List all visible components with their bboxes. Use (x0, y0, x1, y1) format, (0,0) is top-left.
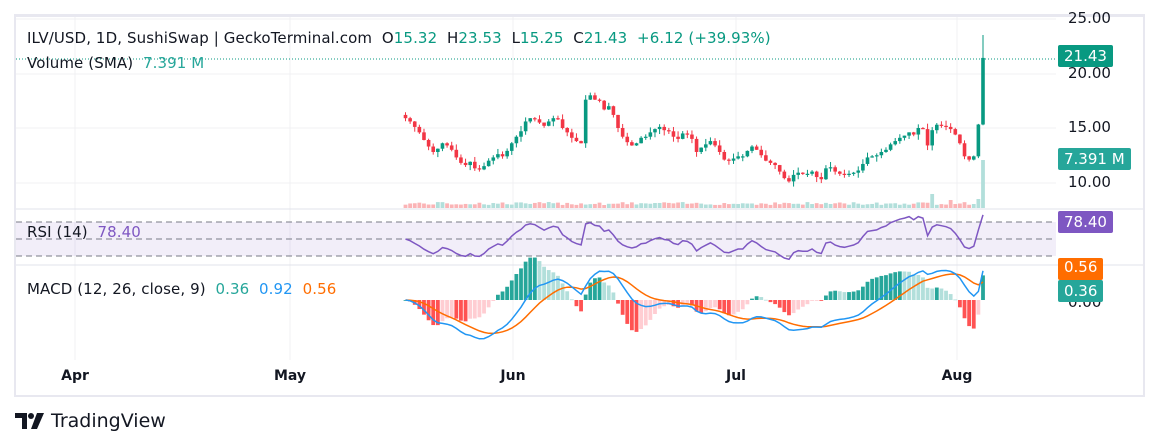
tradingview-logo[interactable]: TradingView (15, 410, 166, 432)
macd-label: MACD (12, 26, close, 9) (27, 280, 206, 298)
change-value: +6.12 (+39.93%) (637, 29, 771, 47)
macd-histogram (403, 257, 985, 332)
macd-legend[interactable]: MACD (12, 26, close, 9) 0.36 0.92 0.56 (27, 280, 336, 298)
signal-badge: 0.56 (1058, 258, 1104, 280)
rsi-badge: 78.40 (1058, 211, 1113, 233)
time-label-aug: Aug (941, 368, 973, 384)
price-tick: 25.00 (1068, 9, 1111, 27)
rsi-legend[interactable]: RSI (14) 78.40 (27, 223, 141, 241)
signal-line (405, 273, 984, 335)
time-label-jul: Jul (726, 368, 746, 384)
macd-hist-value: 0.36 (215, 280, 250, 298)
high-value: 23.53 (458, 29, 502, 47)
chart-frame (14, 14, 1145, 397)
macd-signal-value: 0.56 (302, 280, 337, 298)
rsi-label: RSI (14) (27, 223, 88, 241)
close-value: 21.43 (583, 29, 628, 47)
macd-line (405, 269, 984, 340)
candlesticks (403, 35, 985, 187)
symbol-legend: ILV/USD, 1D, SushiSwap | GeckoTerminal.c… (27, 29, 771, 47)
price-tick: 20.00 (1068, 64, 1111, 82)
volume-badge: 7.391 M (1058, 148, 1131, 170)
price-tick: 10.00 (1068, 173, 1111, 191)
time-label-apr: Apr (61, 368, 89, 384)
macd-value: 0.92 (259, 280, 293, 298)
brand-name: TradingView (51, 410, 166, 432)
symbol-title: ILV/USD, 1D, SushiSwap | GeckoTerminal.c… (27, 29, 373, 47)
volume-bars (403, 160, 985, 208)
rsi-line (405, 214, 984, 261)
time-label-may: May (273, 368, 307, 384)
rsi-value: 78.40 (97, 223, 141, 241)
volume-value: 7.391 M (142, 54, 205, 72)
hist-badge: 0.36 (1058, 280, 1104, 302)
open-value: 15.32 (393, 29, 438, 47)
volume-legend[interactable]: Volume (SMA) 7.391 M (27, 54, 204, 72)
low-value: 15.25 (520, 29, 564, 47)
volume-label: Volume (SMA) (27, 54, 134, 72)
time-label-jun: Jun (500, 368, 526, 384)
last-price-badge: 21.43 (1058, 45, 1113, 67)
tradingview-logo-icon (15, 413, 44, 429)
price-tick: 15.00 (1068, 118, 1111, 136)
